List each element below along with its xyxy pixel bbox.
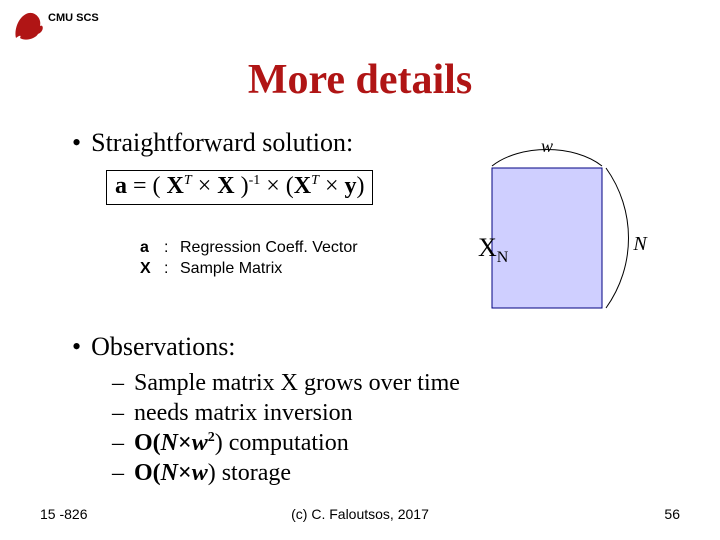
matrix-diagram: w N XN	[440, 140, 650, 320]
sub-3: –O(N×w2) computation	[112, 430, 349, 457]
slide-title: More details	[0, 56, 720, 104]
cmu-logo-icon	[10, 8, 46, 44]
legend-X-desc: Sample Matrix	[180, 259, 282, 280]
footer-copyright: (c) C. Faloutsos, 2017	[0, 506, 720, 522]
dept-label: CMU SCS	[48, 12, 99, 24]
diagram-N-label: N	[632, 233, 648, 255]
bullet2-text: Observations:	[91, 332, 235, 361]
legend-a-sym: a	[140, 238, 164, 259]
bullet-straightforward: •Straightforward solution:	[72, 128, 353, 158]
legend: a : Regression Coeff. Vector X : Sample …	[140, 238, 358, 280]
formula-a: a	[115, 173, 127, 199]
legend-X-sym: X	[140, 259, 164, 280]
bullet1-text: Straightforward solution:	[91, 128, 353, 157]
sub-2: –needs matrix inversion	[112, 400, 353, 427]
bullet-observations: •Observations:	[72, 332, 236, 362]
sub-1: –Sample matrix X grows over time	[112, 370, 460, 397]
legend-a-desc: Regression Coeff. Vector	[180, 238, 358, 259]
sub-4: –O(N×w) storage	[112, 460, 291, 487]
diagram-w-label: w	[541, 140, 553, 156]
footer-pagenum: 56	[664, 506, 680, 522]
formula-box: a = ( XT × X )-1 × (XT × y)	[106, 170, 373, 205]
